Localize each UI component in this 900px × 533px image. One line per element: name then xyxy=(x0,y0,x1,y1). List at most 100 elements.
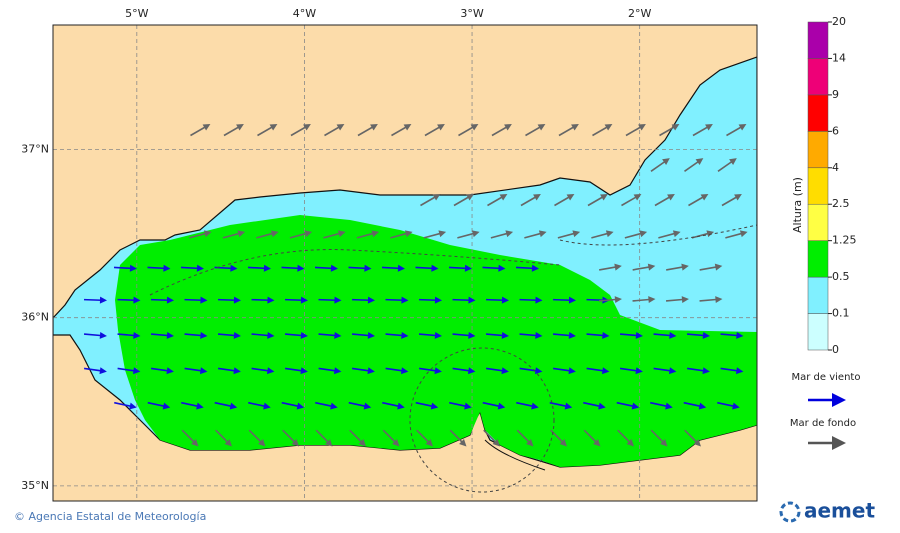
arrow xyxy=(351,367,375,375)
arrow-shaft xyxy=(659,125,676,137)
arrow xyxy=(453,194,474,207)
arrow-shaft xyxy=(423,232,442,239)
arrow-shaft xyxy=(420,195,437,207)
arrow-head xyxy=(303,124,311,131)
arrow xyxy=(281,401,305,410)
arrow xyxy=(452,367,476,375)
arrow-head xyxy=(564,402,573,410)
arrow xyxy=(491,124,512,137)
arrow xyxy=(150,367,174,375)
colorbar-tick-label: 20 xyxy=(832,15,846,28)
arrow xyxy=(653,367,677,375)
arrow xyxy=(683,401,707,410)
arrow-head xyxy=(501,296,509,304)
arrow xyxy=(592,124,613,137)
arrow-head xyxy=(571,124,579,131)
arrow-head xyxy=(166,331,174,339)
arrow xyxy=(83,367,107,375)
arrow-shaft xyxy=(181,429,196,444)
arrow xyxy=(315,429,333,447)
arrow-head xyxy=(191,439,199,447)
map-area xyxy=(53,25,757,501)
arrow xyxy=(357,124,378,137)
arrow-shaft xyxy=(688,195,705,207)
arrow-head xyxy=(467,367,476,375)
arrow xyxy=(113,264,137,272)
arrow xyxy=(686,367,710,375)
arrow-head xyxy=(202,124,211,131)
arrow-shaft xyxy=(382,429,397,444)
arrow-head xyxy=(258,439,266,447)
arrow xyxy=(587,194,608,207)
arrow-shaft xyxy=(315,429,330,444)
arrow-head xyxy=(425,439,433,447)
arrow xyxy=(552,331,576,339)
arrow-shaft xyxy=(632,298,651,302)
arrow-shaft xyxy=(214,401,233,408)
arrow-shaft xyxy=(356,232,375,239)
arrow xyxy=(351,331,375,339)
arrow-shaft xyxy=(217,333,237,337)
x-tick-label: 4°W xyxy=(293,7,316,20)
arrow-shaft xyxy=(621,195,638,207)
colorbar: 0 0.1 0.5 1.25 2.5 4 6 9 14 20 xyxy=(807,15,857,356)
arrow xyxy=(452,331,476,339)
arrow xyxy=(552,296,576,304)
arrow-head xyxy=(735,367,744,375)
arrow xyxy=(314,264,338,272)
arrow-head xyxy=(163,264,171,272)
arrow-shaft xyxy=(415,266,434,270)
arrow-head xyxy=(466,194,474,201)
arrow xyxy=(619,331,643,339)
arrow-head xyxy=(203,230,212,238)
arrow-shaft xyxy=(549,401,568,408)
arrow xyxy=(458,124,479,137)
arrow-head xyxy=(434,367,442,375)
y-tick-label: 37°N xyxy=(21,142,49,155)
arrow-shaft xyxy=(348,401,367,408)
arrow-shaft xyxy=(519,298,538,302)
arrow-head xyxy=(237,230,246,238)
arrow-shaft xyxy=(349,429,364,444)
arrow-head xyxy=(534,367,543,375)
arrow-head xyxy=(501,367,509,375)
arrow-head xyxy=(199,367,208,375)
arrow-head xyxy=(300,331,308,339)
arrow xyxy=(554,194,575,207)
arrow-shaft xyxy=(625,125,642,137)
arrow xyxy=(217,331,241,339)
arrow xyxy=(324,124,345,137)
arrow-head xyxy=(665,402,673,410)
arrow-shaft xyxy=(282,429,297,444)
arrow xyxy=(189,230,212,239)
arrow-shaft xyxy=(587,195,604,207)
arrow-shaft xyxy=(117,333,136,337)
arrow-shaft xyxy=(184,333,203,337)
arrow-head xyxy=(601,367,610,375)
arrow-head xyxy=(700,194,709,201)
arrow xyxy=(251,367,275,375)
colorbar-segment xyxy=(807,167,829,205)
arrow-head xyxy=(166,296,174,304)
arrow xyxy=(150,296,174,304)
arrow-head xyxy=(367,296,375,304)
arrow-head xyxy=(133,296,141,304)
arrow xyxy=(318,296,342,304)
arrow xyxy=(598,296,622,304)
arrow-shaft xyxy=(351,367,371,372)
arrow-shaft xyxy=(691,232,710,239)
colorbar-tick-label: 1.25 xyxy=(832,234,857,247)
arrow-shaft xyxy=(113,266,133,270)
arrow-shaft xyxy=(385,367,404,372)
arrow-head xyxy=(732,402,740,410)
arrow-head xyxy=(397,264,405,272)
arrow-head xyxy=(535,296,543,304)
arrow-head xyxy=(297,264,305,272)
arrow xyxy=(720,331,744,339)
arrow xyxy=(619,367,643,375)
colorbar-segment xyxy=(807,94,829,132)
arrow-shaft xyxy=(490,232,509,239)
arrow-shaft xyxy=(391,125,408,137)
arrow-head xyxy=(459,439,467,447)
arrow-shaft xyxy=(692,125,709,137)
